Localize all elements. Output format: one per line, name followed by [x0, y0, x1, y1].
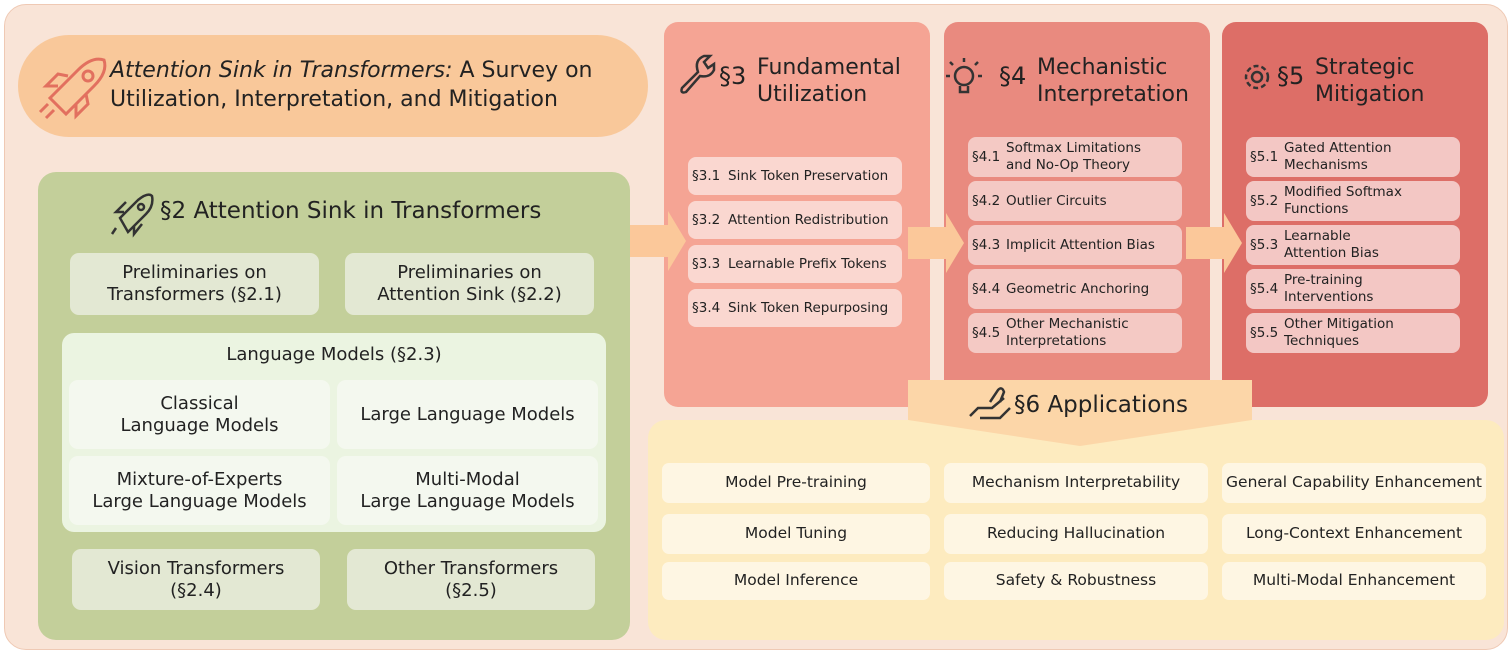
subsection-number: §3.2: [692, 211, 721, 228]
section-number: §5: [1277, 62, 1305, 90]
language-model-type: Mixture-of-Experts Large Language Models: [69, 456, 330, 525]
subsection-number: §4.3: [972, 236, 1001, 253]
applications-header: §6 Applications: [1014, 392, 1188, 418]
subsection-label: Other Mechanistic Interpretations: [1006, 316, 1129, 349]
section-title: Mechanistic Interpretation: [1037, 55, 1189, 107]
arrow: [630, 211, 686, 271]
subsection-label: Pre-training Interventions: [1284, 272, 1374, 305]
application: Model Pre-training: [662, 463, 930, 503]
language-models-title: Language Models (§2.3): [226, 344, 442, 365]
subsection-number: §3.4: [692, 299, 721, 316]
section-title: Fundamental Utilization: [757, 55, 901, 107]
subsection: §5.5 Other Mitigation Techniques: [1246, 313, 1460, 353]
language-model-type: Large Language Models: [337, 380, 598, 449]
arrow: [1186, 213, 1242, 273]
subsection-number: §3.3: [692, 255, 721, 272]
subsection-label: Geometric Anchoring: [1006, 280, 1150, 297]
subsection-number: §4.1: [972, 148, 1001, 165]
application: Reducing Hallucination: [944, 514, 1208, 554]
subsection-label: Softmax Limitations and No-Op Theory: [1006, 140, 1141, 173]
subsection-label: Modified Softmax Functions: [1284, 184, 1402, 217]
subsection-number: §4.5: [972, 324, 1001, 341]
section-2-header: §2 Attention Sink in Transformers: [160, 198, 542, 224]
subsection: §4.1 Softmax Limitations and No-Op Theory: [968, 137, 1182, 177]
preliminary: Preliminaries on Attention Sink (§2.2): [345, 253, 594, 315]
subsection-label: Gated Attention Mechanisms: [1284, 140, 1392, 173]
subsection: §3.3 Learnable Prefix Tokens: [688, 245, 902, 283]
subsection-label: Learnable Attention Bias: [1284, 228, 1379, 261]
application: Safety & Robustness: [944, 562, 1208, 600]
subsection-label: Implicit Attention Bias: [1006, 236, 1155, 253]
section-number: §3: [719, 62, 747, 90]
subsection-number: §5.3: [1250, 236, 1279, 253]
subsection-label: Other Mitigation Techniques: [1284, 316, 1394, 349]
application: Model Inference: [662, 562, 930, 600]
arrow: [908, 213, 964, 273]
title-emphasis: Attention Sink in Transformers:: [110, 58, 453, 83]
subsection-label: Outlier Circuits: [1006, 192, 1107, 209]
subsection: §3.4 Sink Token Repurposing: [688, 289, 902, 327]
subsection: §4.4 Geometric Anchoring: [968, 269, 1182, 309]
subsection-number: §5.1: [1250, 148, 1279, 165]
subsection-label: Attention Redistribution: [728, 211, 889, 228]
language-model-type: Multi-Modal Large Language Models: [337, 456, 598, 525]
other-transformer: Vision Transformers (§2.4): [72, 549, 320, 610]
application: Mechanism Interpretability: [944, 463, 1208, 503]
title-rest: A Survey on Utilization, Interpretation,…: [110, 58, 593, 112]
subsection: §3.2 Attention Redistribution: [688, 201, 902, 239]
subsection-label: Sink Token Repurposing: [728, 299, 889, 316]
subsection: §4.3 Implicit Attention Bias: [968, 225, 1182, 265]
subsection-number: §5.5: [1250, 324, 1279, 341]
application: Long-Context Enhancement: [1222, 514, 1486, 554]
subsection-number: §3.1: [692, 167, 721, 184]
subsection-number: §5.2: [1250, 192, 1279, 209]
title-pill: [18, 35, 648, 137]
subsection: §5.4 Pre-training Interventions: [1246, 269, 1460, 309]
subsection: §5.2 Modified Softmax Functions: [1246, 181, 1460, 221]
subsection-number: §5.4: [1250, 280, 1279, 297]
application: Model Tuning: [662, 514, 930, 554]
subsection-label: Learnable Prefix Tokens: [728, 255, 887, 272]
application: General Capability Enhancement: [1222, 463, 1486, 503]
subsection: §4.5 Other Mechanistic Interpretations: [968, 313, 1182, 353]
subsection: §3.1 Sink Token Preservation: [688, 157, 902, 195]
other-transformer: Other Transformers (§2.5): [347, 549, 595, 610]
language-model-type: Classical Language Models: [69, 380, 330, 449]
preliminary: Preliminaries on Transformers (§2.1): [70, 253, 319, 315]
section-number: §4: [999, 62, 1027, 90]
section-title: Strategic Mitigation: [1315, 55, 1425, 107]
subsection: §5.3 Learnable Attention Bias: [1246, 225, 1460, 265]
subsection: §5.1 Gated Attention Mechanisms: [1246, 137, 1460, 177]
subsection-number: §4.2: [972, 192, 1001, 209]
title: Attention Sink in Transformers: A Survey…: [110, 56, 630, 114]
subsection-label: Sink Token Preservation: [728, 167, 889, 184]
subsection: §4.2 Outlier Circuits: [968, 181, 1182, 221]
application: Multi-Modal Enhancement: [1222, 562, 1486, 600]
subsection-number: §4.4: [972, 280, 1001, 297]
